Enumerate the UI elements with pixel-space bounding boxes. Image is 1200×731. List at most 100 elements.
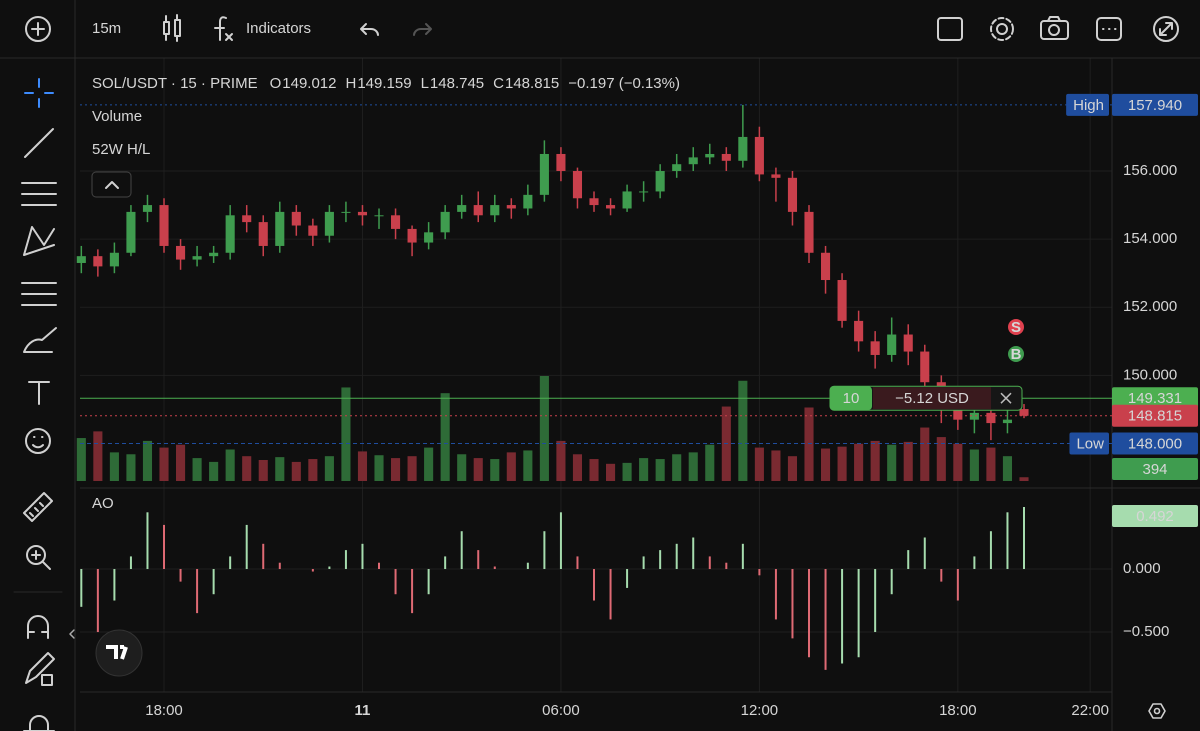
candle-body [341, 211, 351, 213]
volume-bar [291, 461, 301, 481]
candle-body [771, 174, 781, 178]
collapse[interactable] [69, 629, 75, 639]
ohlc-value: 148.745 [430, 75, 484, 92]
candle-body [887, 334, 897, 355]
candle-body [275, 211, 285, 246]
indicators-icon[interactable] [214, 16, 233, 41]
fib[interactable] [21, 182, 57, 206]
volume-bar [457, 454, 467, 481]
candle-body [225, 215, 235, 253]
volume-label: Volume [92, 108, 142, 125]
fullscreen[interactable] [1153, 16, 1179, 42]
candle-body [391, 215, 401, 229]
trade-marker: B [1008, 346, 1025, 363]
x-tick-label: 18:00 [939, 702, 977, 719]
undo[interactable] [360, 23, 379, 36]
snapshot[interactable] [1040, 16, 1069, 40]
candle-body [655, 171, 665, 192]
x-tick-label: 06:00 [542, 702, 580, 719]
volume-bar [539, 376, 549, 481]
price-level-name-bg [1069, 432, 1109, 455]
prediction[interactable] [21, 282, 57, 306]
crosshair[interactable] [24, 78, 54, 108]
redo[interactable] [413, 23, 432, 36]
trade-marker-dot [1008, 346, 1025, 362]
volume-bar [820, 448, 831, 481]
candle-body [837, 280, 847, 321]
patterns[interactable] [23, 226, 55, 256]
volume-bar [1019, 477, 1029, 481]
chart-type[interactable] [163, 14, 181, 42]
trade-marker-label: S [1011, 319, 1021, 336]
candle-body [804, 211, 814, 253]
collapse-legend[interactable] [91, 171, 132, 198]
lock-drawings[interactable] [25, 652, 55, 686]
candle-body [473, 205, 483, 216]
candle-body [93, 256, 103, 267]
candle-body [374, 215, 384, 217]
candle-body [209, 252, 219, 257]
layout[interactable] [937, 17, 963, 41]
ohlc-value: 148.815 [505, 75, 559, 92]
volume-bar [953, 443, 963, 481]
candle-body [506, 205, 516, 209]
volume-bar [523, 450, 533, 481]
position-widget[interactable]: 10 −5.12 USD [829, 385, 1023, 411]
emoji[interactable] [25, 428, 51, 454]
candle-body [357, 211, 368, 216]
volume-bar [738, 380, 748, 481]
candle-body [490, 205, 500, 216]
price-tag: 148.000 [1112, 432, 1198, 455]
candle-body [854, 320, 864, 342]
candle-body [589, 198, 599, 206]
magnet[interactable] [27, 615, 49, 639]
volume-bar [490, 459, 500, 481]
price-level-name: High [1073, 97, 1104, 114]
volume-bar [754, 447, 764, 481]
x-tick-label: 11 [355, 702, 371, 719]
ohlc-label: H [346, 75, 357, 92]
volume-bar [688, 452, 698, 481]
add-button[interactable] [25, 16, 51, 42]
zoom[interactable] [26, 545, 51, 570]
ohlc-label: L [421, 75, 429, 92]
text-tool[interactable] [28, 381, 50, 405]
interval[interactable]: 15m [92, 20, 121, 37]
volume-bar [787, 456, 798, 481]
left-toolbar [13, 78, 75, 731]
price-tag-label: 0.492 [1136, 508, 1174, 525]
price-tag-bg [1112, 387, 1198, 410]
volume-bar [903, 441, 913, 481]
axis-settings[interactable] [1148, 703, 1166, 719]
tv-logo[interactable] [95, 629, 143, 677]
candle-body [539, 153, 549, 195]
candle-body [820, 252, 831, 281]
brush[interactable] [23, 327, 57, 353]
candle-body [126, 211, 136, 253]
y-tick-label: 154.000 [1123, 230, 1177, 247]
candle-body [242, 215, 252, 223]
settings[interactable] [990, 17, 1014, 41]
ruler[interactable] [23, 492, 53, 522]
volume-bar [440, 393, 450, 481]
volume-bar [870, 440, 880, 481]
volume-bar [672, 454, 682, 481]
candle-body [1019, 409, 1029, 416]
price-tag-bg [1112, 432, 1198, 455]
more[interactable] [1096, 17, 1122, 41]
candle-body [440, 211, 450, 233]
volume-bar [142, 440, 153, 481]
price-tag-bg [1112, 93, 1198, 116]
change: −0.197 (−0.13%) [568, 75, 680, 92]
volume-bar [242, 456, 252, 481]
volume-bar [407, 456, 417, 481]
trade-marker: S [1008, 319, 1025, 336]
hide[interactable] [23, 715, 55, 731]
candle-body [721, 153, 731, 161]
price-level-name: Low [1076, 435, 1104, 452]
trend-line[interactable] [24, 128, 54, 158]
candle-body [457, 205, 467, 212]
volume-bar [225, 449, 235, 481]
top-toolbar: 15m Indicators [25, 0, 1179, 58]
indicators[interactable]: Indicators [246, 20, 311, 37]
